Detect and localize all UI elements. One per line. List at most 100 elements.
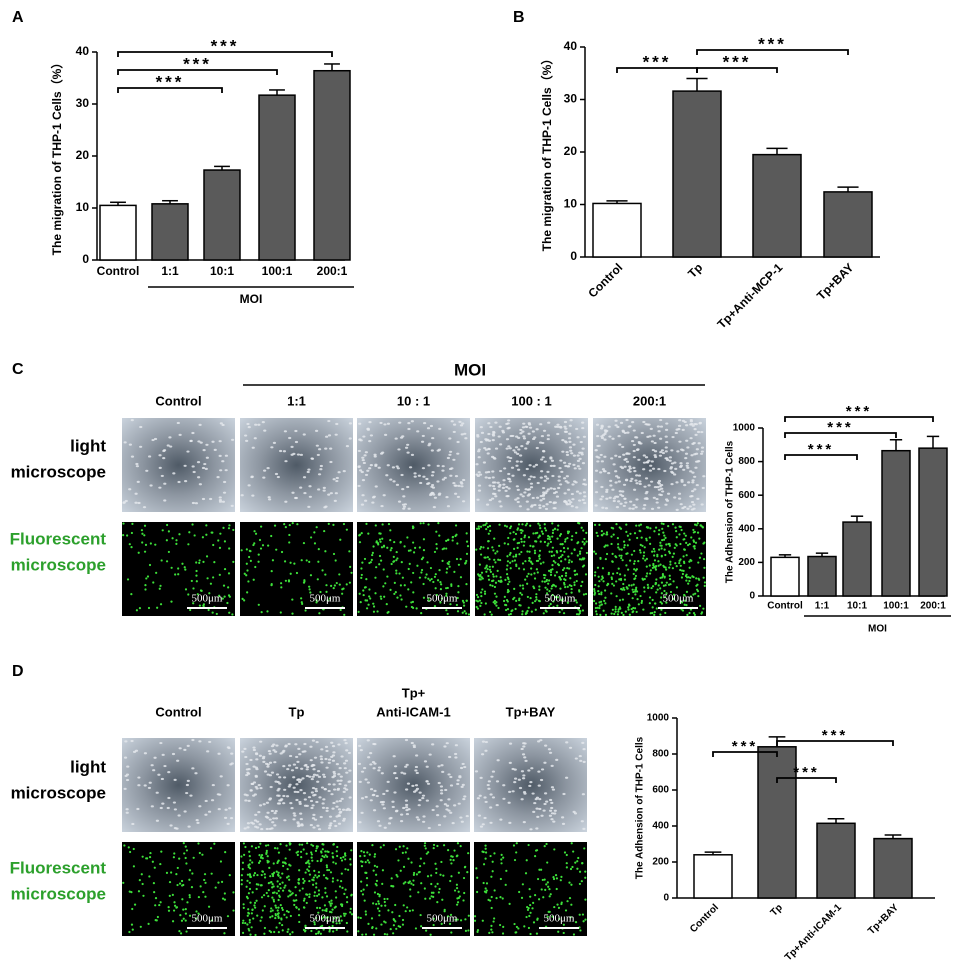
column-header: Anti-ICAM-1 bbox=[376, 704, 450, 719]
cell bbox=[489, 570, 492, 573]
cell bbox=[218, 573, 221, 576]
cell bbox=[389, 529, 392, 532]
cell bbox=[219, 532, 222, 535]
cell bbox=[515, 485, 519, 488]
cell bbox=[291, 598, 294, 601]
cell bbox=[321, 909, 324, 912]
cell bbox=[535, 596, 538, 599]
cell bbox=[340, 797, 344, 800]
cell bbox=[343, 613, 346, 616]
cell bbox=[454, 492, 458, 495]
cell bbox=[280, 586, 283, 589]
cell bbox=[539, 494, 543, 498]
cell bbox=[124, 499, 128, 503]
cell bbox=[450, 862, 453, 865]
cell bbox=[545, 490, 549, 493]
cell bbox=[552, 875, 555, 879]
cell bbox=[485, 565, 488, 569]
cell bbox=[599, 453, 603, 457]
cell bbox=[498, 544, 501, 547]
cell bbox=[293, 814, 297, 817]
cell bbox=[615, 506, 619, 509]
row-label: microscope bbox=[11, 884, 106, 903]
cell bbox=[267, 749, 271, 753]
cell bbox=[324, 854, 327, 857]
cell bbox=[449, 784, 454, 787]
cell bbox=[430, 882, 433, 886]
cell bbox=[556, 432, 560, 436]
cell bbox=[208, 592, 211, 595]
cell bbox=[268, 752, 272, 755]
cell bbox=[146, 575, 150, 578]
cell bbox=[269, 916, 272, 919]
cell bbox=[443, 910, 446, 913]
cell bbox=[308, 865, 311, 868]
cell bbox=[418, 791, 422, 794]
cell bbox=[648, 572, 652, 575]
cell bbox=[624, 501, 628, 504]
cell bbox=[309, 536, 313, 539]
cell bbox=[207, 905, 211, 908]
cell bbox=[378, 914, 381, 917]
cell bbox=[399, 540, 402, 544]
cell bbox=[551, 535, 554, 538]
cell bbox=[276, 794, 280, 797]
cell bbox=[488, 484, 492, 487]
cell bbox=[308, 879, 311, 883]
cell bbox=[576, 867, 579, 870]
cell bbox=[465, 599, 468, 602]
y-tick-label: 600 bbox=[652, 785, 669, 796]
cell bbox=[503, 524, 507, 527]
cell bbox=[546, 470, 550, 474]
cell bbox=[396, 467, 400, 470]
cell bbox=[569, 916, 572, 919]
cell bbox=[448, 437, 452, 440]
cell bbox=[394, 848, 398, 851]
cell bbox=[400, 813, 404, 816]
cell bbox=[640, 431, 644, 435]
cell bbox=[549, 602, 552, 606]
cell bbox=[308, 862, 311, 865]
cell bbox=[204, 799, 208, 803]
light-image bbox=[593, 418, 706, 512]
cell bbox=[445, 609, 448, 612]
cell bbox=[509, 561, 512, 564]
cell bbox=[126, 578, 130, 581]
cell bbox=[419, 522, 422, 525]
cell bbox=[163, 764, 167, 768]
cell bbox=[336, 854, 339, 858]
cell bbox=[679, 503, 683, 506]
cell bbox=[451, 539, 454, 542]
cell bbox=[382, 568, 385, 571]
cell bbox=[466, 545, 470, 548]
cell bbox=[491, 439, 495, 442]
cell bbox=[310, 806, 314, 810]
cell bbox=[639, 543, 642, 546]
cell bbox=[407, 588, 410, 591]
cell bbox=[321, 896, 324, 899]
cell bbox=[582, 827, 586, 830]
cell bbox=[639, 551, 642, 554]
cell bbox=[367, 756, 371, 759]
cell bbox=[566, 900, 569, 903]
cell bbox=[123, 756, 128, 759]
cell bbox=[305, 559, 308, 562]
cell bbox=[668, 566, 671, 569]
cell bbox=[182, 883, 185, 887]
cell bbox=[329, 904, 332, 907]
cell bbox=[667, 583, 671, 586]
cell bbox=[687, 582, 690, 585]
cell bbox=[452, 430, 456, 434]
cell bbox=[483, 796, 487, 799]
cell bbox=[622, 586, 625, 590]
cell bbox=[463, 765, 467, 769]
cell bbox=[477, 448, 481, 451]
cell bbox=[328, 928, 331, 931]
cell bbox=[317, 547, 320, 551]
cell bbox=[441, 465, 445, 468]
cell bbox=[255, 899, 258, 902]
cell bbox=[433, 550, 437, 554]
cell bbox=[296, 853, 299, 857]
cell bbox=[275, 926, 278, 929]
cell bbox=[367, 532, 370, 535]
